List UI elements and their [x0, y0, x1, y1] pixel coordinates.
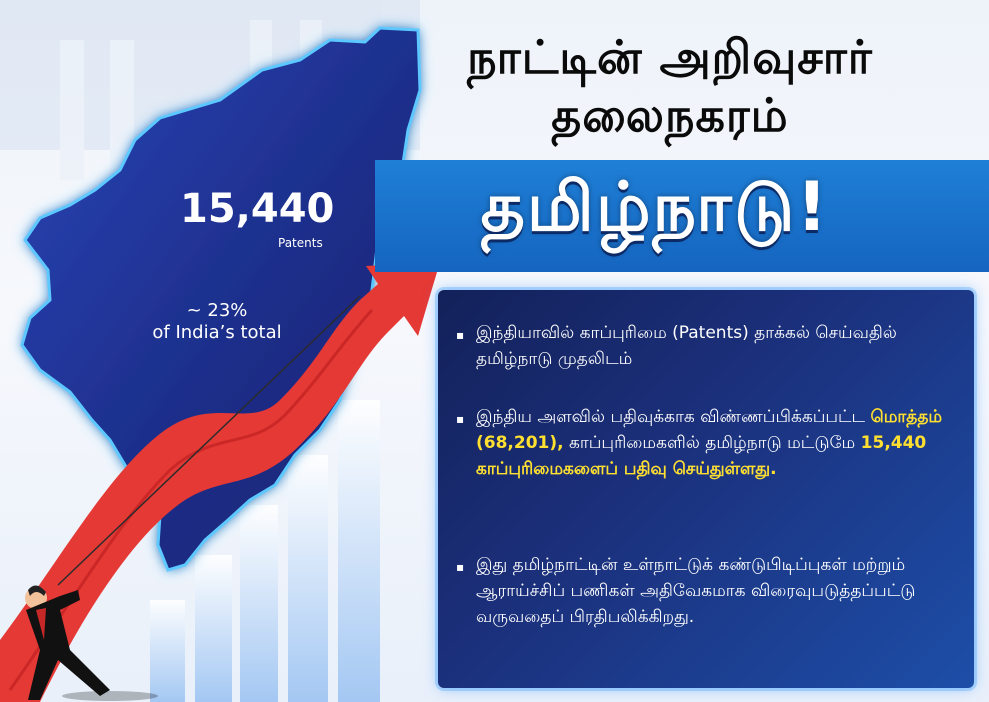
- point-3: இது தமிழ்நாட்டின் உள்நாட்டுக் கண்டுபிடிப…: [476, 555, 916, 627]
- point-1: இந்தியாவில் காப்புரிமை (Patents) தாக்கல்…: [476, 323, 897, 369]
- point-2-text-a: இந்திய அளவில் பதிவுக்காக விண்ணப்பிக்கப்ப…: [476, 407, 871, 427]
- patents-count: 15,440: [180, 186, 335, 232]
- square-bullet-icon: ▪: [456, 412, 465, 426]
- square-bullet-icon: ▪: [456, 328, 465, 342]
- india-share: ~ 23% of India’s total: [142, 300, 292, 344]
- point-2-text-b: காப்புரிமைகளில் தமிழ்நாடு மட்டுமே: [563, 433, 861, 453]
- tamil-nadu-map: [20, 26, 422, 572]
- headline-line-2: தலைநகரம்: [551, 88, 789, 142]
- india-share-caption: of India’s total: [152, 322, 282, 343]
- patents-label: Patents: [278, 236, 323, 250]
- headline-line-1: நாட்டின் அறிவுசார்: [467, 30, 873, 84]
- growth-arrow: [0, 262, 440, 702]
- india-share-percent: ~ 23%: [186, 300, 248, 321]
- title-banner: [375, 160, 989, 272]
- info-panel: [438, 290, 974, 688]
- businessman-pulling-icon: [25, 295, 361, 701]
- point-2-highlight-registered: 15,440 காப்புரிமைகளைப் பதிவு செய்துள்ளது…: [476, 433, 927, 479]
- growth-bars: [150, 400, 380, 702]
- point-2: இந்திய அளவில் பதிவுக்காக விண்ணப்பிக்கப்ப…: [476, 404, 956, 482]
- square-bullet-icon: ▪: [456, 560, 465, 574]
- banner-title: தமிழ்நாடு!: [480, 168, 830, 247]
- point-2-highlight-total: மொத்தம் (68,201),: [476, 407, 943, 453]
